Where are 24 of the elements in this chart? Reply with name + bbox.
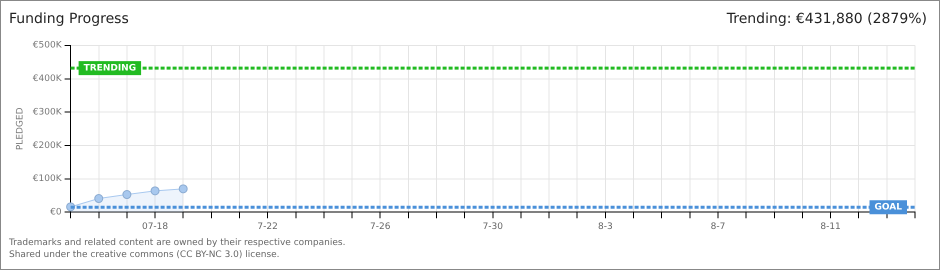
x-tick-label: 8-7	[710, 222, 726, 232]
ref-line-label: GOAL	[874, 202, 902, 213]
ref-line-label: TRENDING	[84, 63, 136, 74]
y-tick-label: €100K	[32, 174, 63, 184]
x-tick-label: 7-26	[370, 222, 391, 232]
chart-subtitle: Trending: €431,880 (2879%)	[726, 11, 927, 27]
point	[150, 186, 160, 196]
x-tick-label: 7-30	[482, 222, 504, 232]
x-tick-label: 8-11	[820, 222, 841, 232]
y-tick-label: €500K	[32, 40, 63, 51]
y-axis-title: PLEDGED	[16, 107, 26, 150]
point	[178, 184, 188, 194]
x-tick-label: 7-22	[257, 222, 278, 232]
x-tick-label: 07-18	[142, 222, 168, 232]
text: Trademarks and related content are owned by their respective companies.	[9, 237, 346, 249]
y-tick-label: €300K	[32, 107, 63, 118]
y-tick-label: €400K	[32, 74, 63, 84]
point	[94, 194, 104, 204]
chart-title: Funding Progress	[9, 11, 129, 27]
point	[122, 190, 132, 200]
y-tick-label: €200K	[32, 140, 63, 151]
text: Shared under the creative commons (CC BY-NC 3.0) license.	[9, 249, 281, 261]
x-tick-label: 8-3	[598, 222, 613, 232]
y-tick-label: €0	[50, 208, 62, 218]
